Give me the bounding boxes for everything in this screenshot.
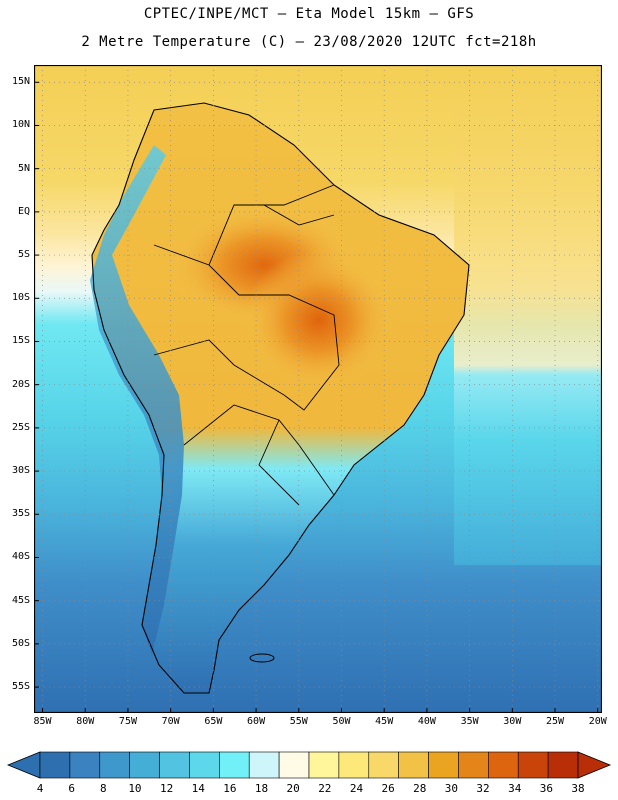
lon-label: 50W [332,716,351,727]
lon-label: 35W [460,716,479,727]
colorbar-label: 18 [254,782,269,795]
colorbar-label: 34 [508,782,522,795]
lon-label: 70W [161,716,180,727]
colorbar-swatch [69,751,101,779]
lat-label: 25S [11,421,30,433]
colorbar-swatch [547,751,579,779]
colorbar-swatch [398,751,429,779]
colorbar-label: 20 [286,782,300,795]
lat-label: 45S [11,594,30,606]
lat-label: 55S [11,681,30,693]
colorbar-swatch [159,751,190,779]
colorbar-swatch [338,751,370,779]
colorbar-swatch [248,751,280,779]
colorbar-label: 24 [349,782,364,795]
colorbar-label: 8 [99,782,107,795]
colorbar-label: 26 [381,782,395,795]
colorbar-swatch [517,751,549,779]
lon-label: 75W [118,716,137,727]
colorbar-label: 22 [318,782,332,795]
lat-label: 15S [11,335,30,347]
lon-label: 25W [545,716,565,727]
lat-label: 50S [11,637,30,649]
lat-label: 40S [11,551,30,563]
lat-label: 5S [17,249,30,261]
lat-label: 10S [11,292,30,304]
colorbar-swatch [428,751,459,779]
colorbar-swatch [189,751,220,779]
colorbar-swatch [368,751,399,779]
colorbar-label: 14 [191,782,205,795]
andes-cold-strip [90,145,184,655]
colorbar-low-arrow [6,751,41,779]
graticule [34,65,602,713]
chart-title: CPTEC/INPE/MCT – Eta Model 15km – GFS [143,6,475,22]
hot-core-central-brazil [244,250,394,390]
colorbar-label: 32 [476,782,490,795]
lat-label: EQ [17,205,30,217]
temperature-map [34,65,602,713]
lat-label: 35S [11,508,30,520]
colorbar-label: 16 [223,782,237,795]
lon-label: 60W [247,716,266,727]
colorbar-label: 28 [413,782,427,795]
colorbar-label: 10 [128,782,142,795]
lat-label: 10N [11,119,30,131]
east-atlantic-field [454,65,602,565]
lon-label: 20W [588,716,607,727]
lon-label: 40W [417,716,436,727]
lat-label: 30S [11,465,30,477]
lon-label: 65W [204,716,223,727]
colorbar-label: 30 [444,782,459,795]
lon-label: 85W [33,716,52,727]
colorbar-label: 12 [159,782,174,795]
colorbar-label: 6 [68,782,75,795]
colorbar-swatch [129,751,160,779]
colorbar-high-arrow [577,751,612,779]
lon-label: 30W [503,716,522,727]
colorbar-swatch [99,751,130,779]
colorbar-swatch [278,751,310,779]
colorbar-swatch [219,751,250,779]
falkland-islands [249,653,275,663]
lon-label: 45W [375,716,394,727]
colorbar-label: 38 [571,782,585,795]
lat-label: 5N [17,162,30,174]
lat-label: 15N [11,76,30,88]
colorbar [6,751,612,779]
colorbar-label: 4 [36,782,44,795]
coastline [91,102,470,694]
map-border [34,65,602,713]
lon-label: 80W [76,716,95,727]
colorbar-swatch [39,751,71,779]
colorbar-swatch [488,751,519,779]
colorbar-label: 36 [539,782,553,795]
colorbar-swatch [458,751,489,779]
lon-label: 55W [289,716,308,727]
lat-label: 20S [11,378,30,390]
chart-subtitle: 2 Metre Temperature (C) – 23/08/2020 12U… [81,34,537,50]
colorbar-swatch [308,751,340,779]
